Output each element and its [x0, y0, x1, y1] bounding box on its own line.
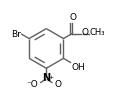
Text: OH: OH	[71, 63, 85, 72]
Text: O: O	[82, 28, 89, 37]
Text: ⁻O: ⁻O	[26, 80, 38, 89]
Text: CH₃: CH₃	[89, 28, 105, 37]
Text: Br: Br	[11, 30, 21, 39]
Text: N: N	[42, 73, 50, 83]
Text: +: +	[48, 75, 53, 80]
Text: O: O	[54, 80, 61, 89]
Text: O: O	[69, 13, 76, 22]
